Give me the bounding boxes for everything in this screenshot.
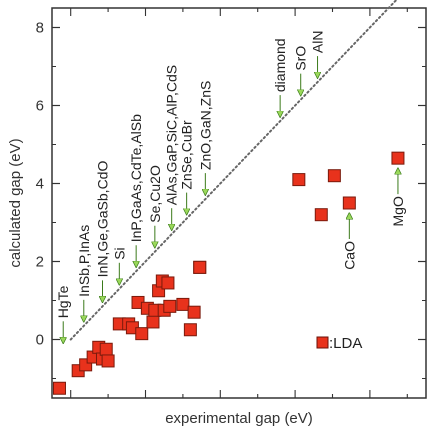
y-tick-label: 4 bbox=[36, 176, 44, 193]
data-point bbox=[101, 354, 115, 368]
data-point bbox=[99, 342, 113, 356]
data-point bbox=[314, 208, 328, 222]
data-point bbox=[52, 381, 66, 395]
x-axis-label: experimental gap (eV) bbox=[165, 410, 313, 427]
annotation: CaO bbox=[341, 213, 357, 270]
annotation: AlN bbox=[310, 31, 326, 79]
annotation: SrO bbox=[293, 46, 309, 96]
annotation: Si bbox=[111, 247, 127, 284]
annotation: AlAs,GaP,SiC,AlP,CdS bbox=[164, 65, 180, 230]
y-tick-label: 2 bbox=[36, 254, 44, 271]
data-point bbox=[163, 299, 177, 313]
annotation-label: ZnO,GaN,ZnS bbox=[197, 81, 213, 170]
data-point bbox=[161, 276, 175, 290]
annotation: diamond bbox=[272, 38, 288, 117]
annotation: MgO bbox=[390, 168, 406, 226]
reference-line-group bbox=[69, 0, 398, 341]
legend-marker bbox=[316, 336, 329, 349]
data-point bbox=[391, 151, 405, 165]
annotation-label: MgO bbox=[390, 196, 406, 226]
annotation: ZnO,GaN,ZnS bbox=[197, 81, 213, 195]
points-group bbox=[52, 151, 405, 395]
y-tick-label: 0 bbox=[36, 332, 44, 349]
data-point bbox=[342, 196, 356, 210]
data-point bbox=[187, 305, 201, 319]
annotations-group: HgTe InSb,P,InAs InN,Ge,GaSb,CdO SiInP,GaAs… bbox=[55, 31, 406, 344]
plot-frame bbox=[51, 7, 427, 399]
data-point bbox=[176, 297, 190, 311]
data-point bbox=[292, 173, 306, 187]
legend: :LDA bbox=[316, 335, 362, 352]
annotation-label: AlN bbox=[310, 31, 326, 54]
annotation: InP,GaAs,CdTe,AlSb bbox=[128, 114, 144, 267]
annotation-label: SrO bbox=[293, 46, 309, 71]
annotation-label: diamond bbox=[272, 38, 288, 92]
data-point bbox=[183, 323, 197, 337]
annotation-label: CaO bbox=[341, 241, 357, 270]
annotation-label: InP,GaAs,CdTe,AlSb bbox=[128, 114, 144, 242]
annotation: Se,Cu2O bbox=[147, 165, 163, 248]
annotation-label: Se,Cu2O bbox=[147, 165, 163, 223]
annotation: InN,Ge,GaSb,CdO bbox=[94, 161, 110, 303]
annotation-label: ZnSe,CuBr bbox=[179, 120, 195, 190]
data-point bbox=[146, 315, 160, 329]
annotation-label: InSb,P,InAs bbox=[76, 225, 92, 297]
y-tick-label: 8 bbox=[36, 20, 44, 37]
annotation: HgTe bbox=[55, 285, 71, 343]
y-axis-label: calculated gap (eV) bbox=[7, 138, 24, 267]
annotation-label: HgTe bbox=[55, 285, 71, 318]
annotation-label: Si bbox=[111, 247, 127, 259]
data-point bbox=[327, 169, 341, 183]
annotation-label: InN,Ge,GaSb,CdO bbox=[94, 161, 110, 278]
y-tick-label: 6 bbox=[36, 98, 44, 115]
annotation-label: AlAs,GaP,SiC,AlP,CdS bbox=[164, 65, 180, 205]
ticks-group: 0 2 4 6 8 bbox=[36, 8, 426, 398]
reference-line bbox=[69, 0, 398, 341]
data-point bbox=[193, 260, 207, 274]
annotation: InSb,P,InAs bbox=[76, 225, 92, 322]
annotation: ZnSe,CuBr bbox=[179, 120, 195, 215]
data-point bbox=[135, 327, 149, 341]
legend-label: :LDA bbox=[329, 335, 362, 352]
